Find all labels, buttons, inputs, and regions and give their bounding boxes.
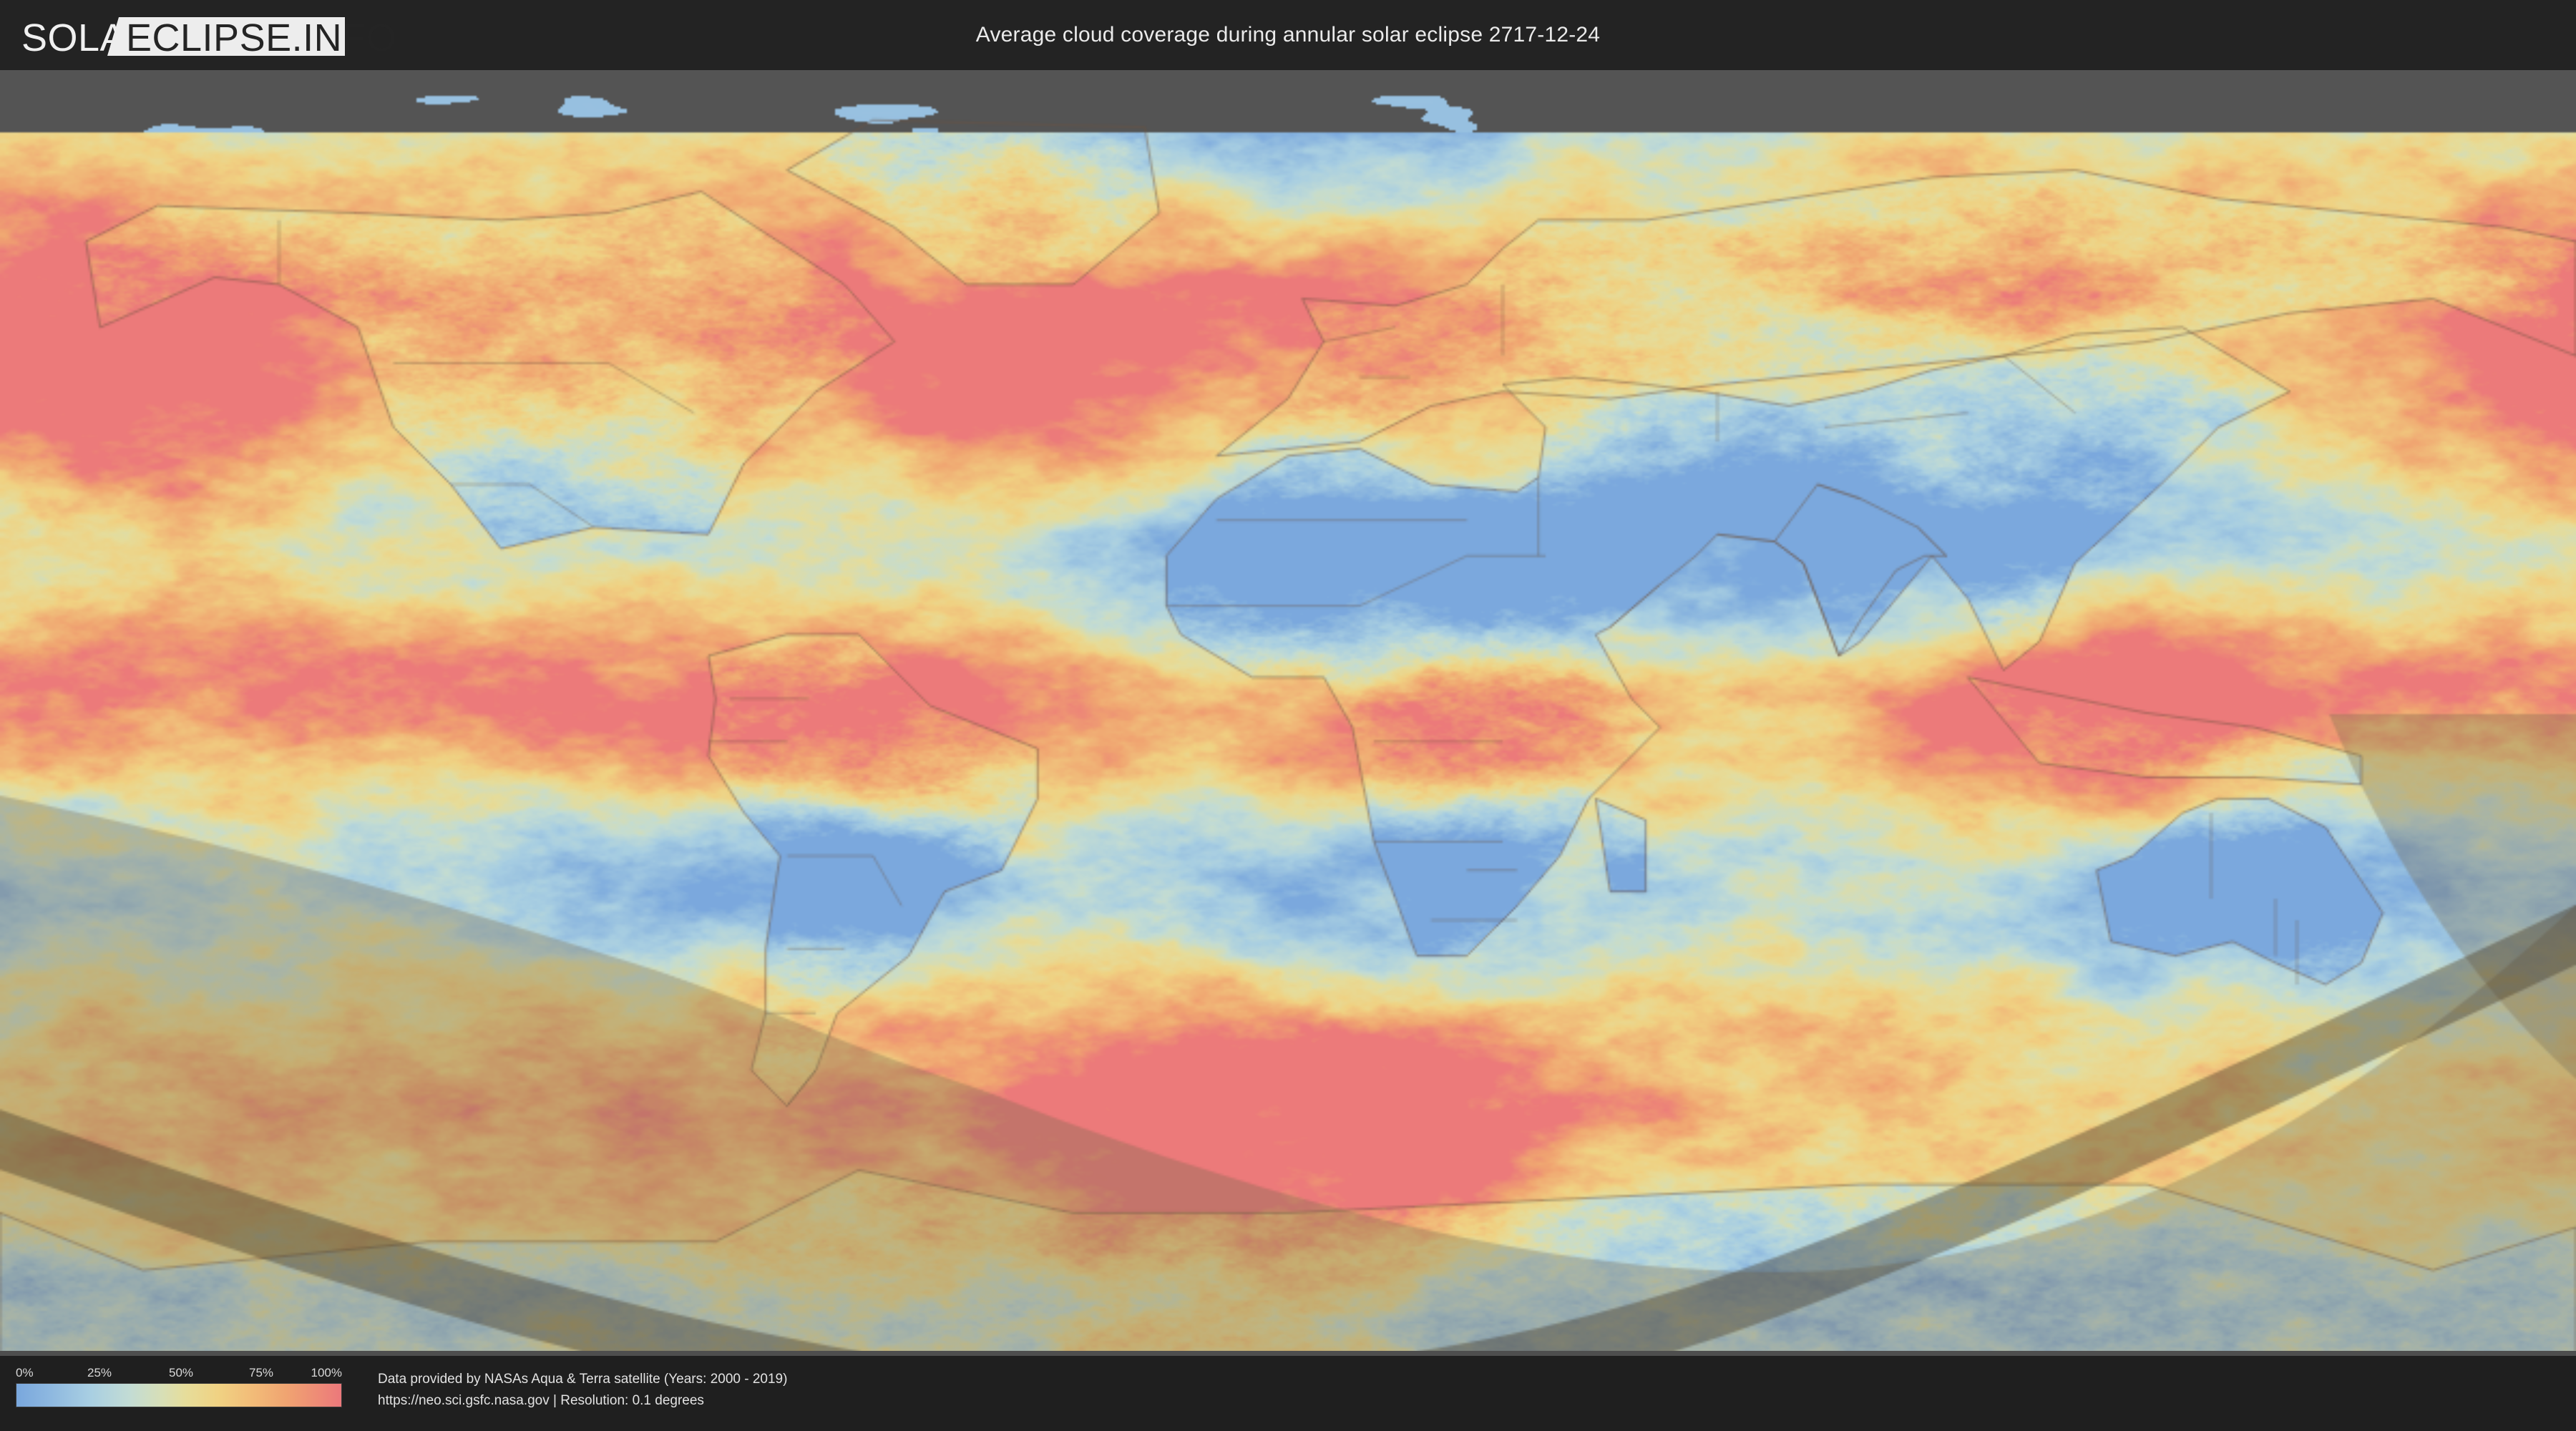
legend-tick-50: 50% [169,1366,194,1379]
attribution-line-1: Data provided by NASAs Aqua & Terra sate… [378,1372,788,1387]
legend-tick-labels: 0% 25% 50% 75% 100% [16,1366,342,1382]
legend-tick-25: 25% [87,1366,112,1379]
attribution-line-2[interactable]: https://neo.sci.gsfc.nasa.gov | Resoluti… [378,1393,704,1408]
cloud-coverage-heatmap[interactable] [0,70,2576,1356]
logo-highlight-panel [107,17,345,56]
map-container[interactable] [0,70,2576,1356]
page-header: SOLAR- ECLIPSE.INFO Average cloud covera… [0,0,2576,70]
site-logo[interactable]: SOLAR- ECLIPSE.INFO [0,0,396,70]
color-legend: 0% 25% 50% 75% 100% [16,1366,342,1407]
legend-tick-0: 0% [16,1366,34,1379]
map-bottom-edge [0,1351,2576,1356]
logo-text-secondary: ECLIPSE.INFO [126,16,397,59]
legend-gradient-bar [16,1383,342,1407]
legend-tick-75: 75% [249,1366,274,1379]
legend-tick-100: 100% [311,1366,342,1379]
data-attribution: Data provided by NASAs Aqua & Terra sate… [378,1369,787,1412]
page-footer: 0% 25% 50% 75% 100% Data provided by NAS… [0,1356,2576,1431]
